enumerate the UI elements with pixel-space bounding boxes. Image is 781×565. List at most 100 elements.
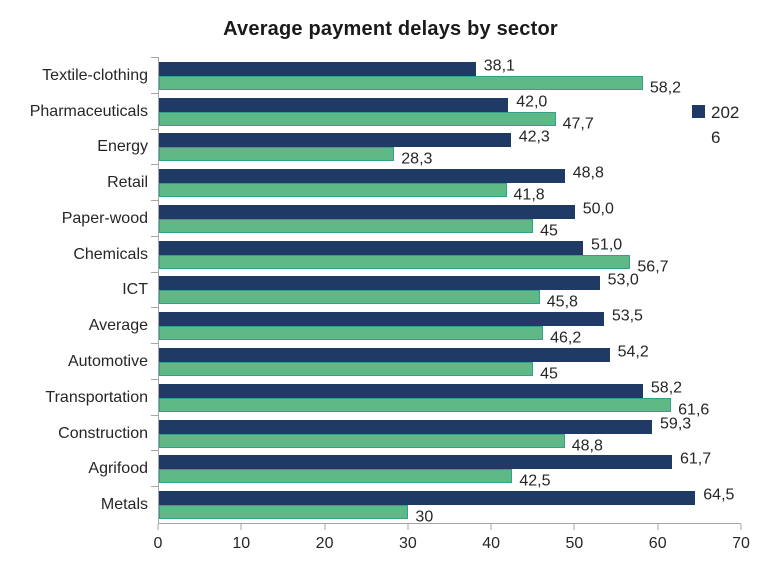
y-axis-tick [151,378,159,380]
category-label: Pharmaceuticals [29,102,148,120]
value-label: 45 [540,365,558,383]
value-label: 45 [540,222,558,240]
bar-area: 59,3 48,8 [151,414,741,454]
bar-2026: 42,3 [159,129,550,148]
x-axis-tick-label: 40 [482,535,501,552]
value-label: 45,8 [546,293,578,311]
category-row: Transportation 58,2 61,6 [0,378,781,418]
x-axis-tick-label: 60 [648,535,667,552]
bar-area: 38,1 58,2 [151,57,741,96]
value-label: 48,8 [571,436,603,454]
x-axis-tick [157,524,159,530]
value-label: 42,0 [516,93,548,111]
chart-title: Average payment delays by sector [223,17,558,40]
category-row: Paper-wood 50,0 45 [0,200,781,239]
category-label: Chemicals [73,245,148,263]
y-axis-tick [151,57,159,58]
plot-area: Textile-clothing 38,1 58,2 Pharmaceuticals 4… [0,57,781,526]
bar-area: 50,0 45 [151,200,741,239]
category-label: Retail [107,174,148,192]
bar-area: 51,0 56,7 [151,235,741,276]
value-label: 50,0 [582,200,614,218]
bar-2026: 50,0 [159,200,614,219]
category-row: Construction 59,3 48,8 [0,414,781,454]
legend: 2026 [692,101,743,150]
x-axis-tick-label: 20 [315,535,334,552]
category-label: Energy [97,138,148,156]
x-axis-tick [490,524,492,530]
x-axis-tick [240,524,242,530]
bar-area: 53,0 45,8 [151,271,741,311]
value-label: 58,2 [650,379,683,397]
bar-series-2: 30 [159,505,433,526]
category-label: Textile-clothing [42,66,148,84]
bar-2026: 53,5 [159,308,643,327]
category-row: Chemicals 51,0 56,7 [0,235,781,276]
category-row: Automotive 54,2 45 [0,343,781,382]
category-row: Pharmaceuticals 42,0 47,7 [0,92,781,132]
value-label: 38,1 [483,57,515,75]
category-label: Transportation [45,388,148,406]
category-row: Average 53,5 46,2 [0,307,781,347]
value-label: 56,7 [637,258,669,276]
y-axis-tick [151,92,159,94]
x-axis: 0 10 20 30 40 50 60 70 [154,523,750,565]
bar-2026: 38,1 [159,57,515,76]
y-axis-tick [151,450,159,452]
x-axis-tick [573,524,575,530]
legend-swatch-2026 [692,105,705,118]
value-label: 41,8 [513,186,545,204]
value-label: 53,0 [607,271,639,289]
category-row: Metals 64,5 30 [0,486,781,526]
category-label: Metals [100,496,148,514]
x-axis-tick [324,524,326,530]
category-label: Construction [58,424,148,442]
value-label: 53,5 [611,307,643,325]
category-row: Energy 42,3 28,3 [0,128,781,168]
bar-series-2: 41,8 [159,183,545,204]
value-label: 48,8 [572,164,604,182]
value-label: 42,5 [519,472,551,490]
y-axis-tick [151,271,159,273]
bar-2026: 54,2 [159,343,649,362]
category-label: Average [88,317,148,335]
bar-area: 54,2 45 [151,343,741,382]
x-axis-tick-label: 50 [565,535,584,552]
x-axis-tick [657,524,659,530]
bar-2026: 51,0 [159,236,622,255]
bar-2026: 58,2 [159,379,682,398]
bar-area: 61,7 42,5 [151,450,741,490]
bar-series-2: 47,7 [159,111,594,132]
bar-series-2: 46,2 [159,326,581,347]
y-axis-tick [151,164,159,166]
x-axis-tick [740,524,742,530]
x-axis-tick-label: 30 [398,535,417,552]
bar-area: 42,3 28,3 [151,128,741,168]
category-row: Textile-clothing 38,1 58,2 [0,57,781,96]
category-row: ICT 53,0 45,8 [0,271,781,311]
bar-area: 53,5 46,2 [151,307,741,347]
y-axis-tick [151,414,159,416]
y-axis-tick [151,235,159,237]
value-label: 51,0 [591,236,623,254]
value-label: 28,3 [401,150,433,168]
y-axis-tick [151,200,159,202]
bar-series-2: 42,5 [159,469,550,490]
bar-area: 64,5 30 [151,486,741,526]
bar-area: 58,2 61,6 [151,378,741,418]
bar-series-2: 45 [159,218,558,239]
value-label: 61,7 [679,450,712,468]
y-axis-tick [151,128,159,130]
bar-area: 42,0 47,7 [151,92,741,132]
bar-series-2: 61,6 [159,397,709,418]
bar-2026: 59,3 [159,415,691,434]
value-label: 64,5 [703,486,735,504]
value-label: 46,2 [550,329,582,347]
value-label: 42,3 [518,128,550,146]
bar-2026: 61,7 [159,451,711,470]
y-axis-tick [151,307,159,309]
bar-series-2: 48,8 [159,433,603,454]
bar-series-2: 45 [159,362,558,382]
value-label: 61,6 [678,401,710,419]
